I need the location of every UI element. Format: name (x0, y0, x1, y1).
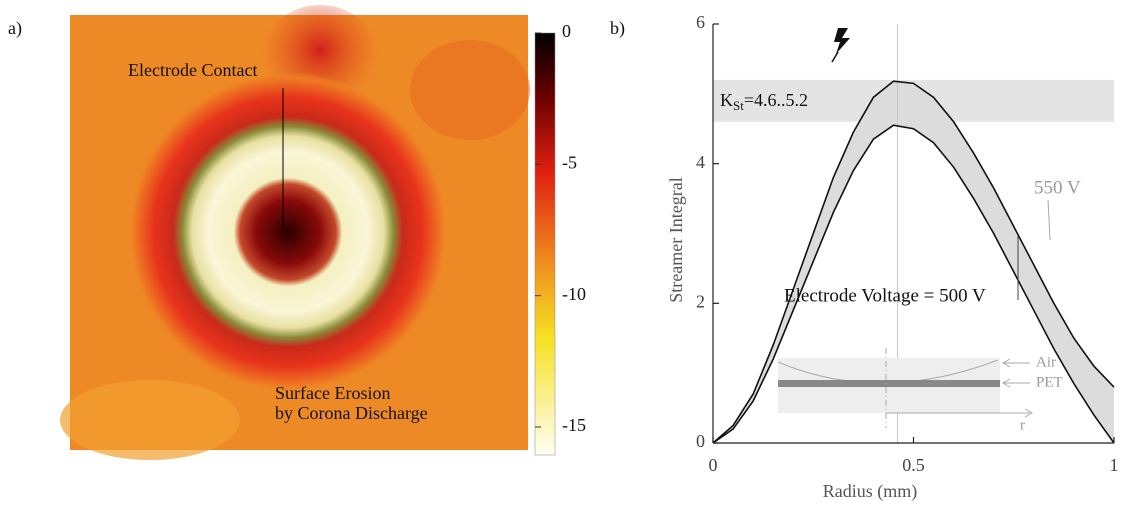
colorbar-tick-label: -5 (562, 152, 577, 172)
panel-label: a) (8, 18, 22, 39)
panel-label: b) (610, 18, 625, 39)
inset-label: PET (1036, 374, 1063, 390)
y-tick-label: 2 (696, 291, 705, 311)
x-axis-label: Radius (mm) (823, 481, 918, 502)
colorbar-tick-label: 0 (562, 21, 571, 41)
line (712, 124, 1115, 444)
colorbar (534, 32, 556, 456)
x-tick-label: 1 (1110, 455, 1119, 475)
y-axis-label: Streamer Integral (666, 177, 686, 302)
band-label-sub: St (733, 98, 744, 113)
annotation: Electrode Contact (128, 60, 257, 80)
y-tick-label: 0 (696, 431, 705, 451)
band-label: KSt=4.6..5.2 (720, 90, 808, 113)
inset-schematic (777, 348, 1034, 428)
colorbar-tick-label: -10 (562, 284, 586, 304)
series-label: Electrode Voltage = 500 V (784, 285, 986, 306)
band-label-main: K (720, 90, 733, 110)
lightning-icon (831, 28, 850, 63)
y-tick-label: 6 (696, 12, 705, 32)
line (712, 80, 1115, 444)
colorbar-tick-label: -15 (562, 415, 586, 435)
y-tick-label: 4 (696, 152, 705, 172)
erosion-image (60, 5, 530, 460)
band-label-rest: =4.6..5.2 (744, 90, 808, 110)
inset-label: r (1020, 417, 1025, 433)
inset-label: Air (1036, 354, 1056, 370)
series-label: 550 V (1034, 177, 1081, 198)
annotation: by Corona Discharge (275, 403, 428, 423)
pointer (1047, 199, 1051, 241)
x-tick-label: 0 (709, 455, 718, 475)
x-tick-label: 0.5 (902, 455, 925, 475)
annotation: Surface Erosion (275, 383, 390, 403)
